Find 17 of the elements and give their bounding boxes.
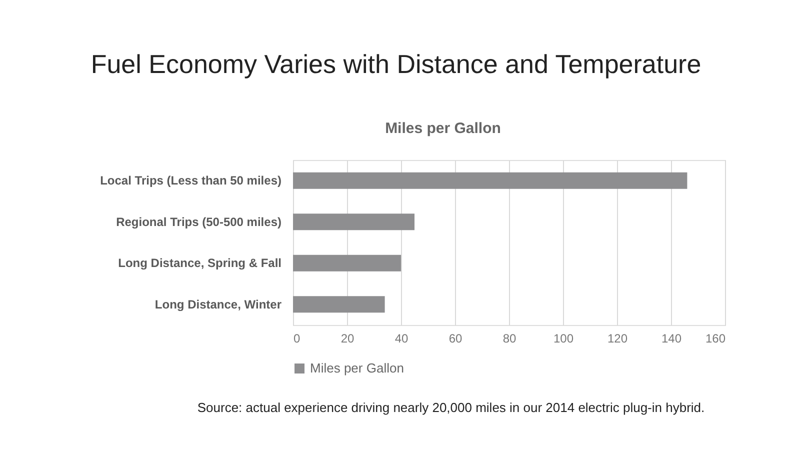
y-tick-label: Regional Trips (50-500 miles) [116, 214, 282, 229]
x-tick-label: 140 [661, 332, 682, 346]
x-tick-label: 60 [448, 332, 462, 346]
x-tick-label: 80 [502, 332, 516, 346]
y-tick-label: Long Distance, Winter [154, 297, 282, 312]
chart-subtitle: Miles per Gallon [385, 120, 501, 137]
x-tick-label: 160 [705, 332, 726, 346]
x-tick-label: 100 [553, 332, 574, 346]
chart-title: Fuel Economy Varies with Distance and Temperature [90, 49, 702, 79]
y-tick-label: Long Distance, Spring & Fall [118, 256, 282, 270]
x-tick-label: 40 [394, 332, 408, 346]
x-tick-label: 120 [607, 332, 628, 346]
source-note: Source: actual experience driving nearly 20,000 miles in our 2014 electric plug-in hybrid. [197, 400, 705, 415]
y-tick-label: Local Trips (Less than 50 miles) [100, 174, 282, 188]
x-tick-label: 0 [294, 332, 300, 346]
legend-label: Miles per Gallon [310, 360, 404, 376]
x-tick-label: 20 [340, 332, 354, 346]
